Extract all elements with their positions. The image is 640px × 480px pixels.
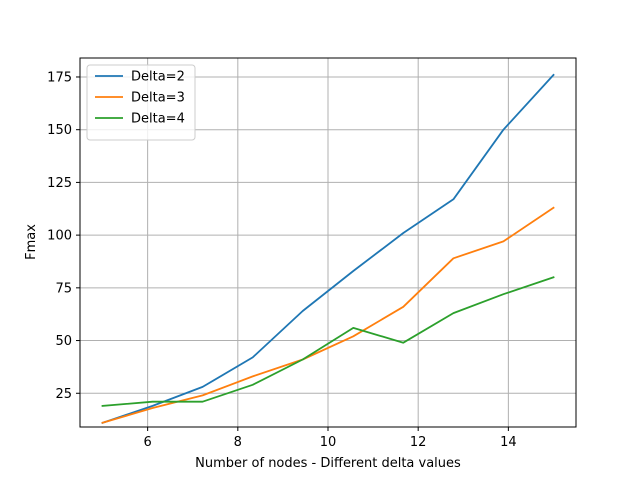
y-tick-label: 50 (55, 334, 72, 349)
y-tick-label: 25 (55, 387, 72, 402)
x-tick-label: 14 (500, 435, 517, 450)
x-tick-label: 12 (410, 435, 427, 450)
y-tick-label: 75 (55, 281, 72, 296)
x-tick-label: 10 (320, 435, 337, 450)
legend-box (86, 64, 196, 141)
y-axis-label: Fmax (24, 224, 39, 260)
x-tick-label: 6 (143, 435, 151, 450)
series-line-1 (101, 73, 555, 424)
series-line-3 (101, 276, 555, 407)
y-axis-ticks: 25 50 75 100 125 150 175 (47, 70, 80, 402)
legend-label: Delta=4 (131, 112, 185, 127)
y-tick-label: 150 (47, 123, 72, 138)
y-tick-label: 175 (47, 70, 72, 85)
x-axis-label: Number of nodes - Different delta values (195, 456, 461, 471)
y-tick-label: 125 (47, 176, 72, 191)
legend-label: Delta=2 (131, 70, 185, 85)
x-axis-ticks: 6 8 10 12 14 (143, 427, 517, 450)
x-tick-label: 8 (234, 435, 242, 450)
series-lines (101, 73, 555, 424)
legend-label: Delta=3 (131, 91, 185, 106)
legend: Delta=2 Delta=3 Delta=4 (86, 64, 196, 141)
y-tick-label: 100 (47, 229, 72, 244)
